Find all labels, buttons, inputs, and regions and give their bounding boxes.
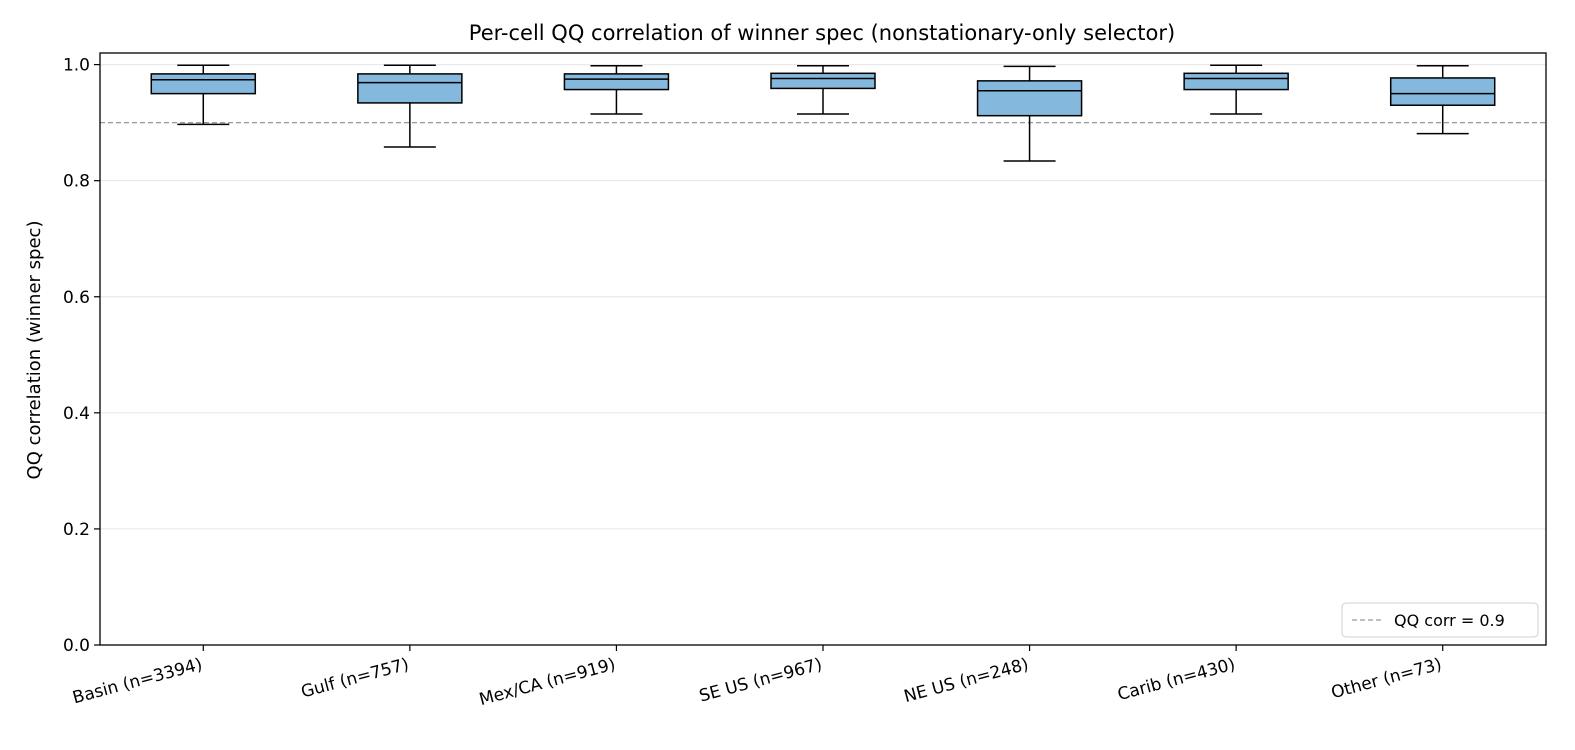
box-group xyxy=(1389,65,1496,135)
y-tick-label: 0.0 xyxy=(63,636,90,656)
chart-title: Per-cell QQ correlation of winner spec (… xyxy=(469,21,1175,45)
box-iqr xyxy=(770,72,876,90)
x-tick-label: Mex/CA (n=919) xyxy=(477,655,618,711)
y-tick-label: 0.2 xyxy=(63,520,90,540)
x-tick-label: Gulf (n=757) xyxy=(299,655,411,703)
box-group xyxy=(150,64,257,126)
y-tick-label: 0.4 xyxy=(63,404,90,424)
x-tick-label: NE US (n=248) xyxy=(902,655,1031,708)
box-layer xyxy=(150,64,1496,162)
legend-box xyxy=(1341,602,1539,638)
legend: QQ corr = 0.9 xyxy=(1341,602,1539,638)
x-tick-label: Basin (n=3394) xyxy=(71,655,205,709)
box-iqr xyxy=(357,73,463,104)
x-tick-label: SE US (n=967) xyxy=(697,655,824,707)
plot-frame xyxy=(99,52,1547,646)
y-tick-label: 0.8 xyxy=(63,172,90,192)
axis-layer: 0.0 0.2 0.4 0.6 0.8 1.0 Basin (n=3394) Gulf (n=… xyxy=(63,52,1547,711)
box-group xyxy=(357,64,463,148)
y-tick-label: 1.0 xyxy=(63,56,90,76)
box-iqr xyxy=(976,80,1083,117)
box-iqr xyxy=(1183,72,1289,91)
y-axis-label: QQ correlation (winner spec) xyxy=(24,221,45,480)
box-group xyxy=(770,65,876,115)
box-group xyxy=(563,65,670,115)
x-tick-label: Carib (n=430) xyxy=(1115,655,1237,706)
box-group xyxy=(976,65,1083,162)
legend-label: QQ corr = 0.9 xyxy=(1394,611,1505,630)
y-tick-label: 0.6 xyxy=(63,288,90,308)
grid-layer xyxy=(100,64,1546,646)
box-iqr xyxy=(1389,77,1496,106)
x-tick-label: Other (n=73) xyxy=(1329,655,1444,704)
box-iqr xyxy=(563,73,670,91)
box-group xyxy=(1183,64,1289,115)
box-iqr xyxy=(150,73,257,95)
